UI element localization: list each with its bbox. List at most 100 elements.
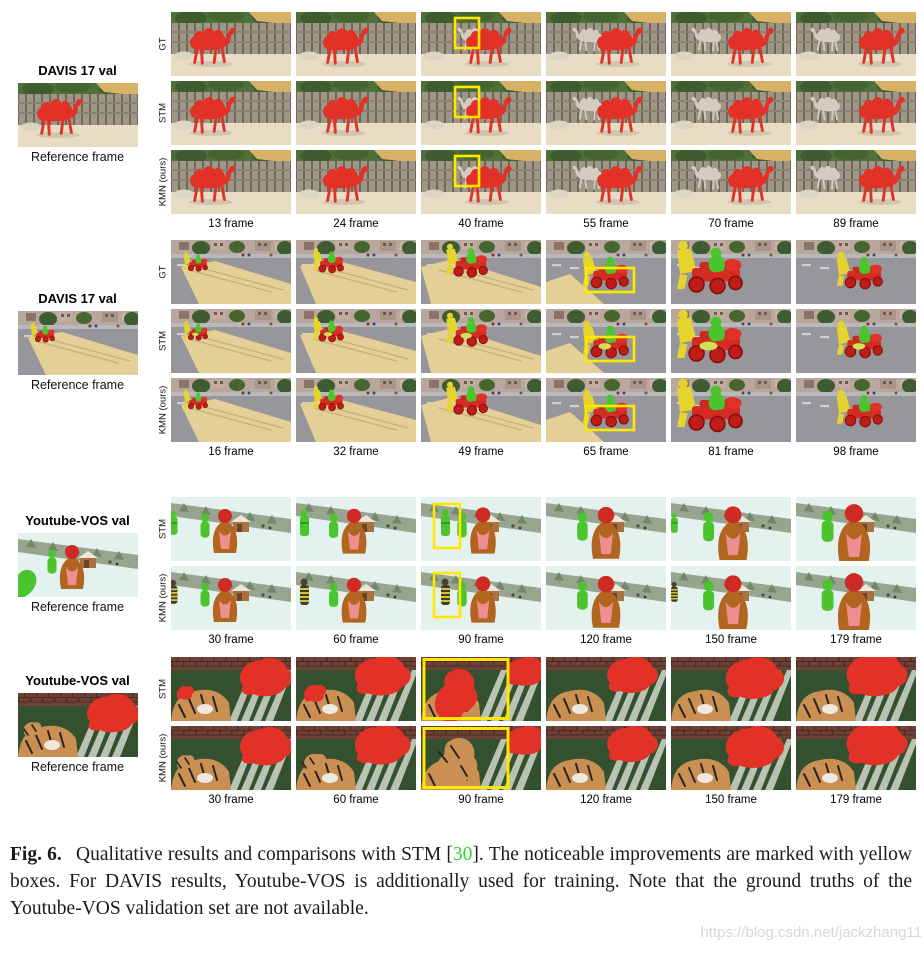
- frame-label: 30 frame: [208, 634, 254, 646]
- row-label-text: GT: [157, 37, 169, 51]
- frame-label: 90 frame: [458, 794, 504, 806]
- caption-citation: 30: [452, 844, 473, 865]
- frame-thumbnail: [296, 378, 416, 442]
- group-side-panel: DAVIS 17 val Reference frame: [0, 12, 155, 214]
- row-label-text: KMN (ours): [157, 573, 169, 623]
- frame-thumbnail: [546, 726, 666, 790]
- frame-thumbnail: [421, 726, 541, 790]
- figure-group-youtubevos-ski: Youtube-VOS val Reference frame STM KMN (ou…: [0, 497, 916, 646]
- frame-thumbnail: [546, 497, 666, 561]
- frame-thumbnail: [796, 657, 916, 721]
- frame-label: 89 frame: [833, 218, 879, 230]
- row-label-text: KMN (ours): [157, 733, 169, 783]
- frame-label: 16 frame: [208, 446, 254, 458]
- frame-label: 60 frame: [333, 794, 379, 806]
- frame-grid-wrap: 13 frame 24 frame 40 frame 55 frame 70 frame…: [171, 12, 916, 230]
- frame-grid: [171, 497, 916, 630]
- frame-thumbnail: [796, 240, 916, 304]
- frame-thumbnail: [171, 726, 291, 790]
- reference-thumbnail: [17, 82, 138, 147]
- frame-thumbnail: [671, 240, 791, 304]
- frame-thumbnail: [421, 497, 541, 561]
- row-label-text: KMN (ours): [157, 157, 169, 207]
- caption-figure-label: Fig. 6.: [10, 844, 62, 865]
- reference-caption: Reference frame: [30, 149, 125, 164]
- frame-thumbnail: [421, 240, 541, 304]
- frame-thumbnail: [546, 150, 666, 214]
- row-label: KMN (ours): [155, 566, 171, 630]
- row-labels-column: STM KMN (ours): [155, 497, 171, 630]
- row-label: STM: [155, 81, 171, 145]
- frame-label: 70 frame: [708, 218, 754, 230]
- frame-thumbnail: [171, 12, 291, 76]
- reference-thumbnail: [17, 693, 138, 757]
- frame-thumbnail: [671, 309, 791, 373]
- frame-labels-row: 13 frame 24 frame 40 frame 55 frame 70 frame…: [171, 218, 916, 230]
- frame-thumbnail: [671, 378, 791, 442]
- reference-thumbnail: [17, 533, 138, 597]
- frame-thumbnail: [171, 150, 291, 214]
- frame-thumbnail: [796, 378, 916, 442]
- frame-thumbnail: [296, 497, 416, 561]
- frame-thumbnail: [171, 81, 291, 145]
- frame-label: 179 frame: [830, 634, 882, 646]
- frame-thumbnail: [546, 240, 666, 304]
- frame-label: 49 frame: [458, 446, 504, 458]
- frame-grid: [171, 657, 916, 790]
- frame-label: 32 frame: [333, 446, 379, 458]
- row-label-text: STM: [157, 678, 169, 700]
- frame-thumbnail: [296, 240, 416, 304]
- group-title: DAVIS 17 val: [38, 62, 117, 78]
- frame-labels-row: 30 frame 60 frame 90 frame 120 frame 150 fra…: [171, 634, 916, 646]
- reference-caption: Reference frame: [30, 600, 125, 614]
- figure-caption: Fig. 6. Qualitative results and comparis…: [10, 841, 912, 922]
- figure-group-davis-camel: DAVIS 17 val Reference frame GT STM KMN (our…: [0, 12, 916, 230]
- frame-thumbnail: [421, 150, 541, 214]
- row-labels-column: STM KMN (ours): [155, 657, 171, 790]
- frame-labels-row: 30 frame 60 frame 90 frame 120 frame 150 fra…: [171, 794, 916, 806]
- group-title: DAVIS 17 val: [38, 290, 117, 306]
- row-label: KMN (ours): [155, 378, 171, 442]
- frame-grid: [171, 12, 916, 214]
- frame-labels-row: 16 frame 32 frame 49 frame 65 frame 81 frame…: [171, 446, 916, 458]
- frame-label: 40 frame: [458, 218, 504, 230]
- frame-label: 120 frame: [580, 794, 632, 806]
- row-label-text: GT: [157, 265, 169, 279]
- row-labels-column: GT STM KMN (ours): [155, 240, 171, 442]
- caption-text-post: ]. The noticeable improvements are marke…: [10, 844, 912, 919]
- frame-thumbnail: [171, 309, 291, 373]
- frame-thumbnail: [796, 497, 916, 561]
- reference-caption: Reference frame: [30, 377, 125, 392]
- group-title: Youtube-VOS val: [25, 513, 130, 528]
- frame-thumbnail: [171, 378, 291, 442]
- frame-thumbnail: [796, 566, 916, 630]
- frame-thumbnail: [546, 12, 666, 76]
- row-label: GT: [155, 240, 171, 304]
- frame-label: 98 frame: [833, 446, 879, 458]
- frame-thumbnail: [546, 378, 666, 442]
- frame-thumbnail: [796, 81, 916, 145]
- frame-grid-wrap: 16 frame 32 frame 49 frame 65 frame 81 frame…: [171, 240, 916, 458]
- row-label: STM: [155, 497, 171, 561]
- frame-thumbnail: [796, 309, 916, 373]
- group-side-panel: DAVIS 17 val Reference frame: [0, 240, 155, 442]
- frame-thumbnail: [671, 566, 791, 630]
- frame-label: 65 frame: [583, 446, 629, 458]
- frame-label: 150 frame: [705, 794, 757, 806]
- frame-thumbnail: [171, 497, 291, 561]
- frame-thumbnail: [671, 12, 791, 76]
- frame-thumbnail: [796, 726, 916, 790]
- frame-label: 150 frame: [705, 634, 757, 646]
- frame-thumbnail: [296, 566, 416, 630]
- frame-thumbnail: [546, 566, 666, 630]
- frame-thumbnail: [546, 81, 666, 145]
- frame-thumbnail: [796, 12, 916, 76]
- frame-label: 24 frame: [333, 218, 379, 230]
- group-side-panel: Youtube-VOS val Reference frame: [0, 657, 155, 790]
- frame-label: 30 frame: [208, 794, 254, 806]
- frame-label: 179 frame: [830, 794, 882, 806]
- reference-thumbnail: [17, 310, 138, 375]
- frame-thumbnail: [421, 309, 541, 373]
- frame-thumbnail: [296, 726, 416, 790]
- row-label: KMN (ours): [155, 726, 171, 790]
